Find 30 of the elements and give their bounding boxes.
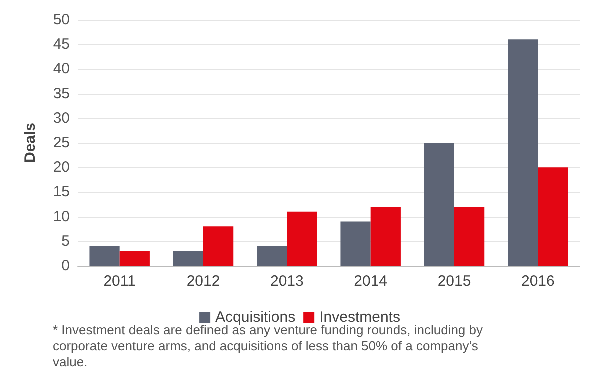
y-tick-label: 0 <box>62 258 70 274</box>
bar <box>173 251 204 266</box>
bar <box>424 143 454 266</box>
y-tick-label: 20 <box>53 159 70 176</box>
x-tick-label: 2016 <box>521 273 555 290</box>
bar <box>287 212 318 266</box>
y-tick-label: 30 <box>53 110 70 127</box>
x-tick-label: 2011 <box>104 273 136 290</box>
x-tick-label: 2012 <box>186 273 220 290</box>
bar <box>454 206 485 266</box>
y-tick-label: 5 <box>62 232 70 250</box>
bar <box>508 40 538 266</box>
bar <box>370 206 401 266</box>
x-tick-label: 2014 <box>354 273 388 290</box>
y-tick-label: 15 <box>53 184 70 201</box>
bar <box>120 251 150 266</box>
bar <box>257 246 288 266</box>
bar <box>204 226 234 266</box>
bar <box>90 246 120 266</box>
x-tick-label: 2015 <box>438 273 472 290</box>
y-tick-label: 50 <box>53 12 70 28</box>
y-tick-label: 35 <box>53 85 70 102</box>
y-tick-label: 10 <box>53 208 70 226</box>
y-axis-title: Deals <box>22 122 39 164</box>
bar <box>538 168 568 266</box>
x-tick-label: 2013 <box>270 273 304 290</box>
y-tick-label: 25 <box>53 134 70 152</box>
y-tick-label: 40 <box>53 60 70 78</box>
y-tick-label: 45 <box>53 36 70 54</box>
bar <box>340 222 371 266</box>
